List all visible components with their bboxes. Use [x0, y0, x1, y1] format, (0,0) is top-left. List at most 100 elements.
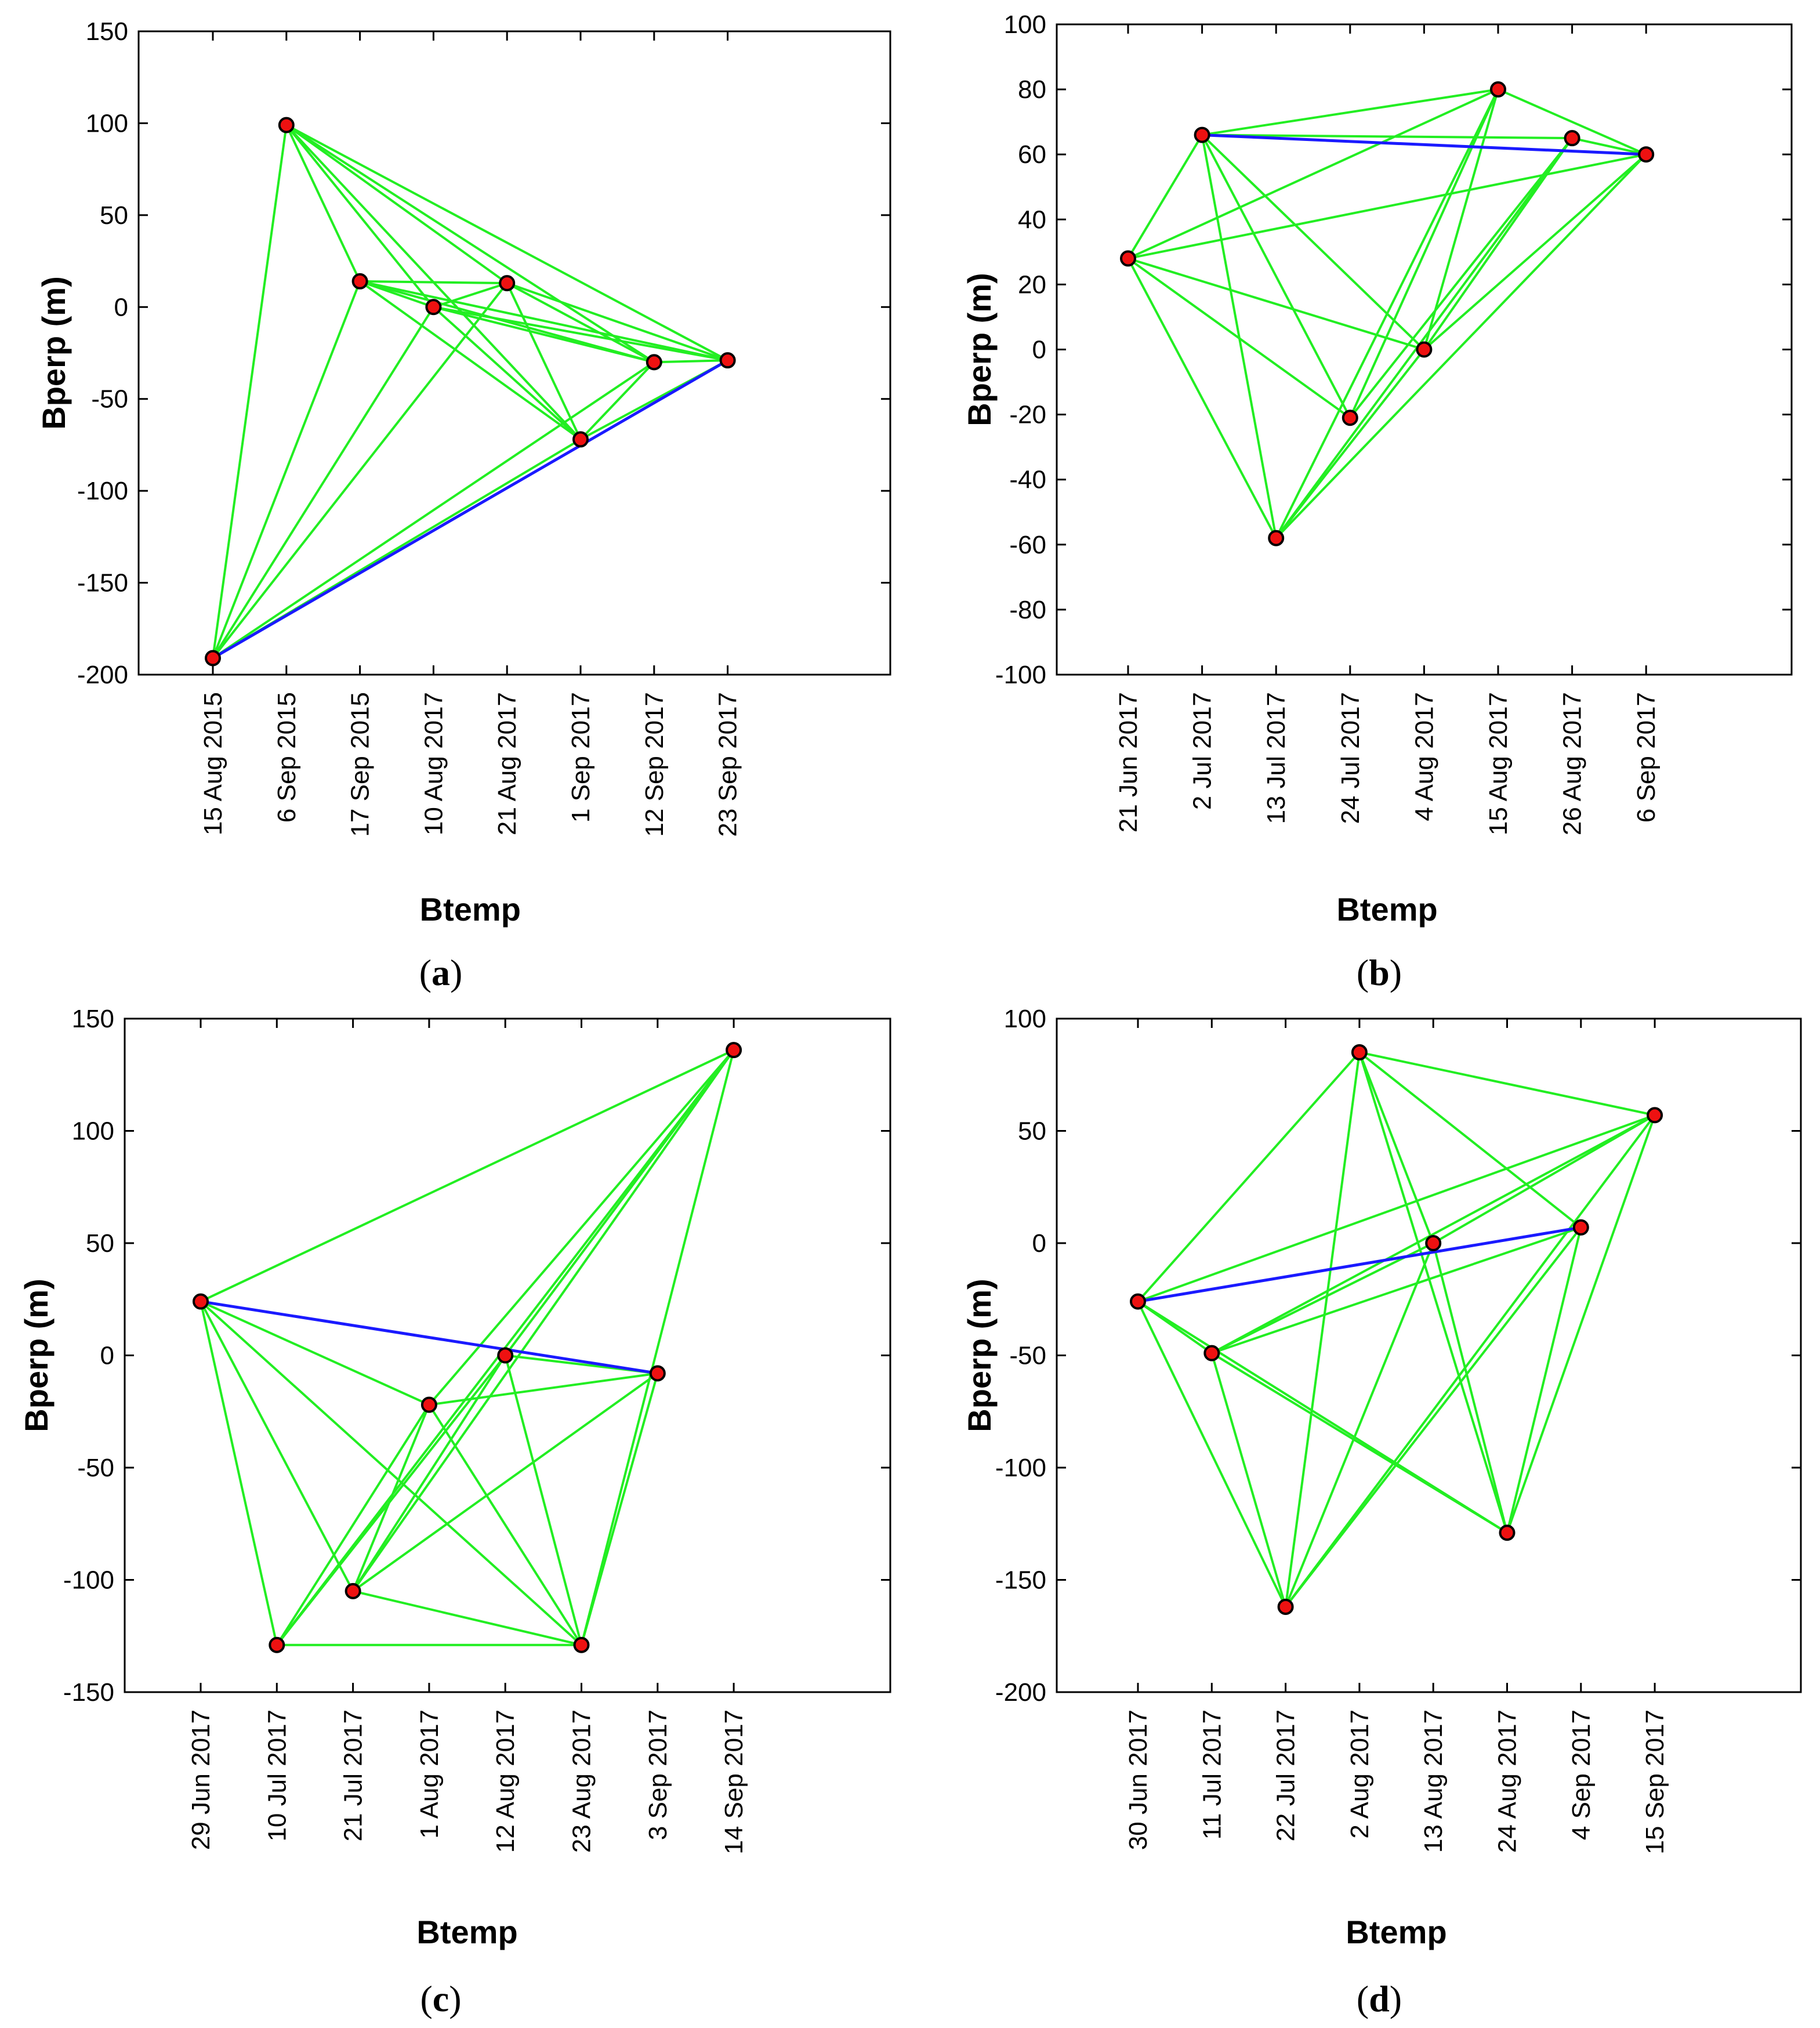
acquisition-point	[205, 650, 221, 667]
x-tick-label: 24 Jul 2017	[1336, 692, 1365, 824]
y-tick-label: -20	[1009, 401, 1046, 429]
interferogram-edge	[1202, 133, 1572, 140]
interferogram-edge	[1211, 1242, 1434, 1355]
acquisition-point	[1572, 1219, 1589, 1236]
interferogram-edge	[1285, 1114, 1656, 1608]
acquisition-point	[1120, 250, 1136, 267]
interferogram-edge	[285, 124, 728, 361]
interferogram-edge	[285, 124, 508, 284]
x-tick-label: 12 Sep 2017	[640, 692, 669, 837]
acquisition-point	[193, 1293, 209, 1310]
interferogram-edge	[506, 283, 582, 440]
interferogram-edge	[428, 1404, 583, 1646]
interferogram-edge	[285, 124, 655, 364]
acquisition-point	[269, 1636, 285, 1653]
y-axis-title: Bperp (m)	[961, 273, 998, 426]
interferogram-edge	[433, 282, 507, 309]
interferogram-edge	[359, 280, 582, 441]
y-tick-label: -80	[1009, 596, 1046, 624]
x-tick-label: 2 Aug 2017	[1346, 1710, 1374, 1839]
y-axis-title: Bperp (m)	[18, 1279, 55, 1432]
acquisition-point	[1416, 341, 1433, 358]
y-tick-label: 0	[114, 293, 128, 321]
x-tick-label: 15 Aug 2015	[199, 692, 227, 835]
interferogram-edge	[212, 282, 508, 659]
y-tick-label: 60	[1018, 140, 1046, 169]
acquisition-point	[1499, 1524, 1516, 1541]
x-tick-label: 11 Jul 2017	[1198, 1710, 1226, 1839]
interferogram-edge	[200, 1301, 354, 1592]
y-tick-label: 0	[1032, 336, 1046, 364]
interferogram-edge	[1348, 89, 1499, 419]
y-tick-label: -150	[63, 1678, 114, 1707]
chart-panel-c: -150 -100 -50 0 50 100 150 29 Jun 2017 10 Jul 20…	[18, 1005, 891, 2019]
interferogram-edge	[352, 1372, 658, 1592]
x-axis-title: Btemp	[1346, 1914, 1446, 1950]
interferogram-edge	[654, 359, 728, 364]
panel-label: (d)	[1357, 1978, 1402, 2019]
y-tick-label: 0	[1032, 1229, 1046, 1258]
x-tick-label: 13 Jul 2017	[1262, 692, 1290, 824]
y-tick-label: -100	[63, 1566, 114, 1595]
x-tick-label: 26 Aug 2017	[1558, 692, 1587, 835]
interferogram-edge	[1137, 1114, 1655, 1303]
interferogram-edge	[1506, 1114, 1656, 1533]
interferogram-edge	[1127, 134, 1203, 259]
interferogram-edge	[1284, 1243, 1435, 1607]
y-tick-label: -150	[995, 1566, 1046, 1595]
interferogram-edge	[1202, 88, 1499, 136]
interferogram-edge	[1285, 1226, 1582, 1608]
y-tick-label: 20	[1018, 270, 1046, 299]
interferogram-edge	[360, 280, 507, 285]
acquisition-point	[1130, 1293, 1146, 1310]
acquisition-point	[1194, 126, 1210, 143]
panel-label: (c)	[420, 1978, 461, 2019]
master-edge	[1137, 1226, 1582, 1303]
interferogram-edge	[1432, 1243, 1509, 1533]
acquisition-point	[1638, 146, 1655, 163]
interferogram-edge	[1137, 1301, 1287, 1607]
x-tick-label: 6 Sep 2017	[1632, 692, 1661, 823]
x-axis-title: Btemp	[416, 1914, 517, 1950]
y-tick-label: 0	[100, 1342, 114, 1370]
interferogram-edge	[353, 1589, 582, 1646]
x-tick-label: 30 Jun 2017	[1124, 1710, 1152, 1850]
x-tick-label: 21 Jul 2017	[339, 1710, 368, 1842]
y-axis-title: Bperp (m)	[961, 1279, 998, 1432]
interferogram-edge	[1127, 88, 1499, 260]
x-tick-label: 13 Aug 2017	[1419, 1710, 1448, 1853]
interferogram-edge	[1359, 1051, 1655, 1117]
plot-area	[1056, 1017, 1802, 1693]
interferogram-edge	[1358, 1051, 1582, 1229]
interferogram-edge	[1275, 89, 1499, 539]
y-tick-label: -100	[995, 661, 1046, 689]
y-tick-label: -50	[91, 385, 128, 414]
x-tick-label: 3 Sep 2017	[644, 1710, 672, 1840]
interferogram-edge	[1127, 258, 1277, 539]
acquisition-point	[719, 352, 736, 369]
chart-panel-a: -200 -150 -100 -50 0 50 100 150 15 Aug 2015 6 Sep…	[35, 17, 891, 993]
interferogram-edge	[212, 281, 361, 659]
interferogram-edge	[1423, 153, 1647, 351]
acquisition-point	[497, 1347, 514, 1364]
x-tick-label: 23 Sep 2017	[714, 692, 742, 837]
acquisition-point	[1564, 130, 1580, 147]
y-tick-label: -200	[77, 661, 128, 689]
interferogram-edge	[433, 306, 728, 362]
interferogram-edge	[200, 1301, 582, 1646]
interferogram-edge	[1201, 134, 1351, 419]
y-tick-label: -200	[995, 1678, 1046, 1707]
acquisition-point	[1203, 1345, 1220, 1361]
y-tick-label: 80	[1018, 75, 1046, 104]
y-tick-label: -50	[77, 1454, 114, 1482]
acquisition-point	[1342, 410, 1358, 426]
y-tick-label: -40	[1009, 466, 1046, 494]
x-tick-label: 2 Jul 2017	[1188, 692, 1217, 810]
interferogram-edge	[1423, 89, 1499, 350]
y-tick-label: 40	[1018, 205, 1046, 234]
panel-label: (a)	[419, 952, 463, 993]
interferogram-edge	[351, 1355, 506, 1592]
interferogram-edge	[1358, 1052, 1435, 1244]
y-tick-label: 50	[86, 1229, 114, 1258]
interferogram-edge	[1349, 137, 1574, 419]
